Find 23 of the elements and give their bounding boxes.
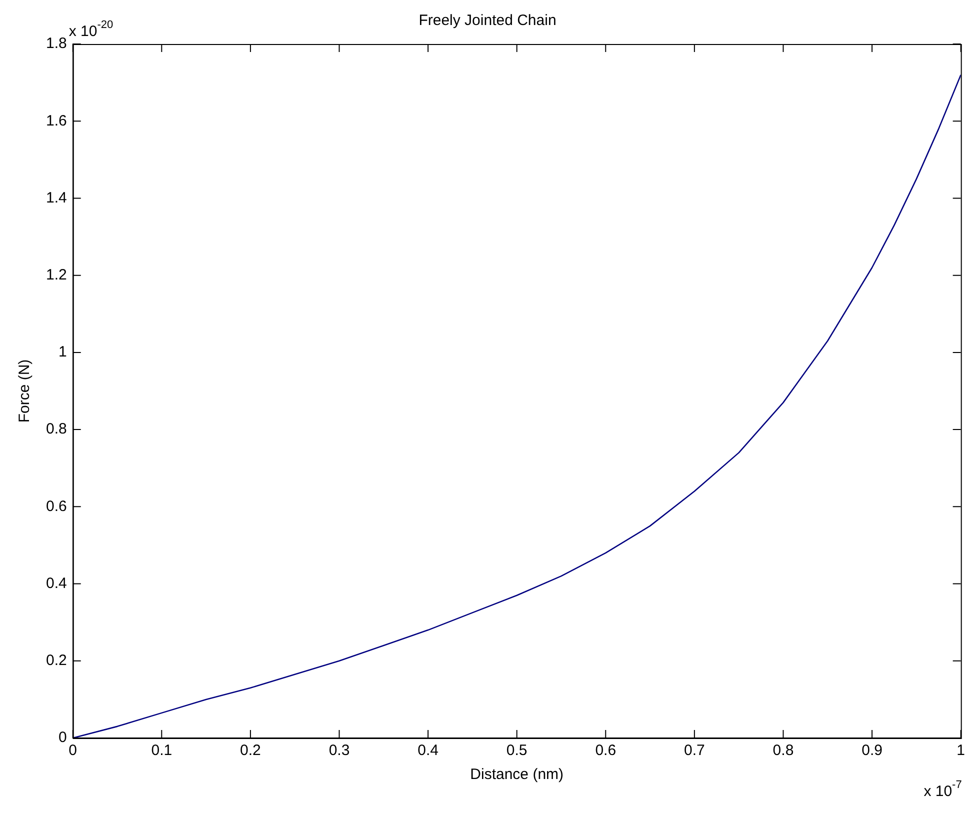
x-tick-label: 1 xyxy=(956,742,965,760)
y-tick-label: 1.6 xyxy=(46,112,67,130)
x-tick-label: 0.7 xyxy=(684,742,705,760)
x-axis-title: Distance (nm) xyxy=(470,766,564,784)
y-axis-title: Force (N) xyxy=(16,359,34,423)
y-tick-label: 0.6 xyxy=(46,498,67,515)
y-tick-label: 1.2 xyxy=(46,266,67,284)
x-tick-label: 0.1 xyxy=(151,742,172,760)
x-tick-label: 0.9 xyxy=(862,742,882,760)
chart-title: Freely Jointed Chain xyxy=(418,12,556,30)
y-tick-label: 1.4 xyxy=(46,189,67,206)
y-tick-label: 0.4 xyxy=(46,574,67,592)
x-tick-label: 0.2 xyxy=(240,742,261,760)
y-tick-label: 0.2 xyxy=(46,652,67,670)
x-tick-label: 0.3 xyxy=(328,742,350,760)
x-tick-label: 0.6 xyxy=(595,742,616,760)
y-tick-label: 1.8 xyxy=(46,35,67,52)
x-tick-label: 0.4 xyxy=(418,742,438,760)
x-tick-label: 0.5 xyxy=(506,742,528,760)
y-tick-label: 0.8 xyxy=(46,420,67,438)
y-tick-label: 1 xyxy=(58,344,67,361)
y-tick-label: 0 xyxy=(58,729,67,746)
x-tick-label: 0.8 xyxy=(772,742,794,760)
